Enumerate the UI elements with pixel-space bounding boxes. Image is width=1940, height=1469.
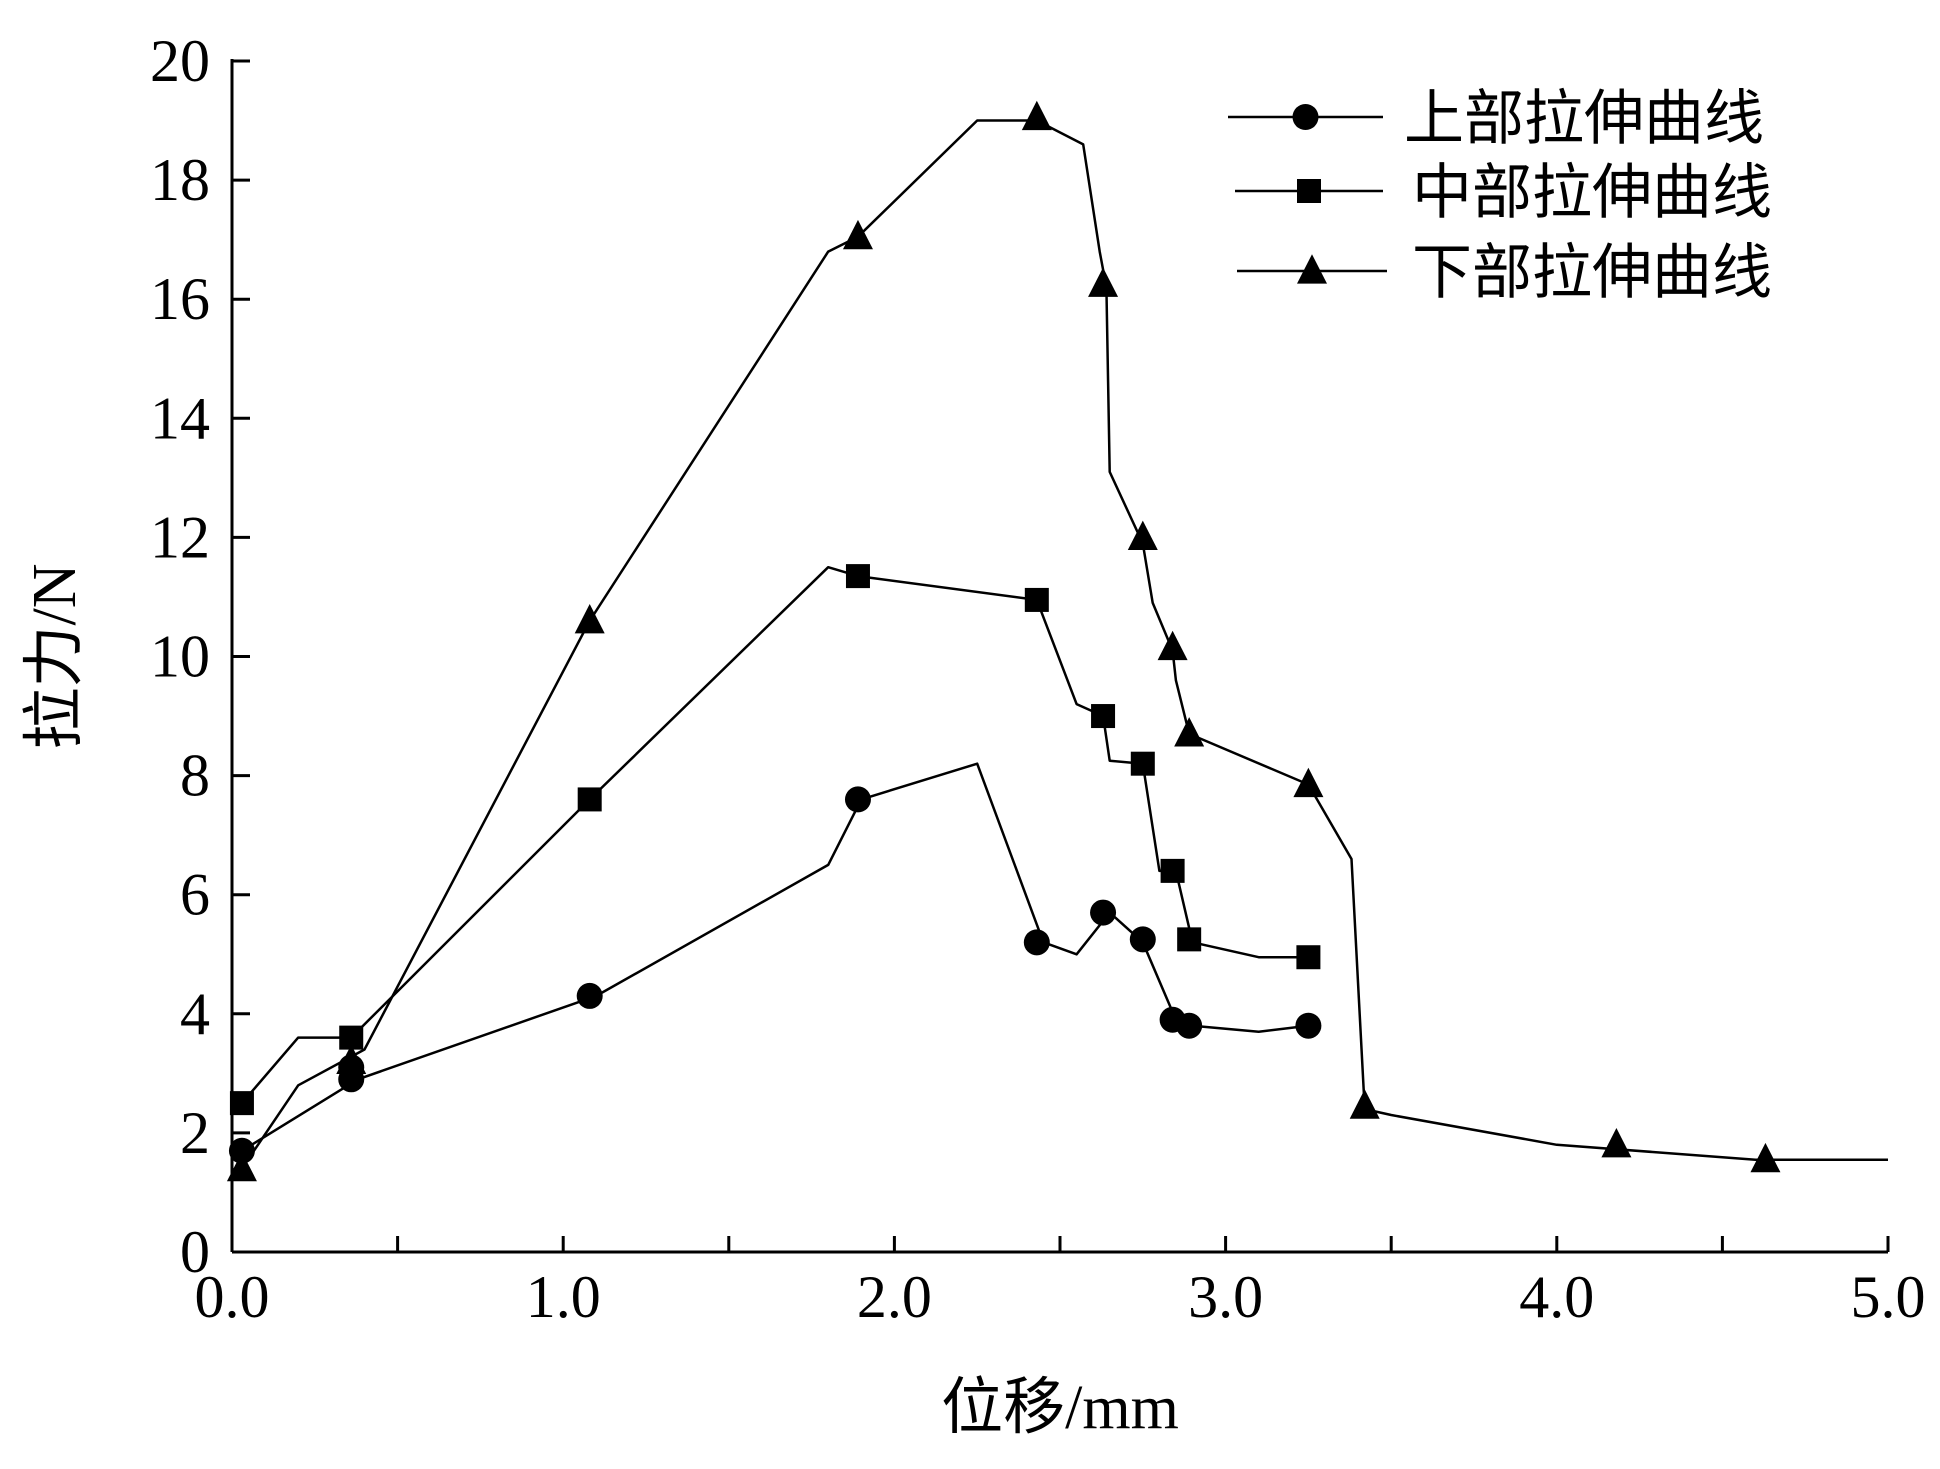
x-axis-title: 位移/mm [941, 1374, 1179, 1442]
data-point-triangle [336, 1044, 367, 1075]
data-point-square [577, 787, 602, 812]
x-tick-label: 1.0 [526, 1264, 601, 1330]
data-point-triangle [1349, 1089, 1380, 1119]
legend-label: 中部拉伸曲线 [1412, 160, 1772, 226]
data-point-square [1130, 751, 1155, 776]
x-tick-label: 3.0 [1188, 1264, 1263, 1330]
x-tick-label: 2.0 [857, 1264, 932, 1330]
data-point-square [1091, 704, 1116, 729]
legend-marker-triangle [1297, 254, 1327, 284]
data-point-square [1160, 858, 1185, 883]
y-tick-label: 14 [150, 385, 210, 451]
series-line-circle [241, 762, 1309, 1152]
data-point-triangle [1127, 520, 1158, 550]
data-point-triangle [1088, 267, 1119, 297]
data-point-circle [1023, 929, 1050, 956]
data-point-square [845, 564, 870, 589]
data-point-circle [844, 786, 871, 813]
data-point-circle [1090, 899, 1117, 926]
y-tick-label: 4 [180, 981, 210, 1047]
data-point-circle [1129, 926, 1156, 953]
data-point-triangle [1293, 767, 1324, 798]
data-point-triangle [842, 219, 873, 250]
y-tick-label: 0 [180, 1219, 210, 1285]
y-tick-label: 16 [150, 266, 210, 332]
series-triangle [226, 100, 1888, 1182]
legend-item-square: 中部拉伸曲线 [1235, 160, 1772, 226]
data-point-triangle [1021, 100, 1052, 131]
axes: 0 2 4 6 8 10 12 14 16 18 20 0.0 1.0 2.0 3.0 4.0 5.0 [150, 28, 1926, 1330]
series-circle [228, 762, 1322, 1164]
y-tick-label: 20 [150, 28, 210, 94]
series-line-square [240, 565, 1309, 1104]
data-point-triangle [226, 1151, 257, 1182]
x-tick-label: 4.0 [1519, 1264, 1594, 1330]
legend-label: 上部拉伸曲线 [1404, 86, 1764, 152]
series-square [229, 564, 1321, 1116]
data-point-square [229, 1091, 254, 1116]
x-tick-label: 5.0 [1851, 1264, 1926, 1330]
y-tick-label: 2 [180, 1100, 210, 1166]
series-layer [226, 100, 1888, 1182]
y-tick-label: 8 [180, 743, 210, 809]
legend-item-circle: 上部拉伸曲线 [1228, 86, 1764, 152]
legend-item-triangle: 下部拉伸曲线 [1237, 240, 1772, 306]
legend-label: 下部拉伸曲线 [1412, 240, 1772, 306]
y-axis-title: 拉力/N [21, 563, 89, 749]
x-tick-label: 0.0 [195, 1264, 270, 1330]
data-point-circle [1176, 1012, 1203, 1039]
data-point-triangle [1601, 1128, 1632, 1158]
data-point-square [1177, 927, 1202, 952]
data-point-circle [1295, 1012, 1322, 1039]
data-point-triangle [1174, 717, 1205, 747]
y-tick-label: 10 [150, 624, 210, 690]
y-tick-label: 6 [180, 862, 210, 928]
data-point-square [1024, 587, 1049, 612]
data-point-triangle [574, 603, 605, 634]
data-point-square [1296, 945, 1321, 970]
legend-marker-square [1297, 179, 1321, 203]
data-point-triangle [1750, 1142, 1781, 1173]
legend-marker-circle [1292, 104, 1319, 130]
data-point-circle [576, 982, 603, 1009]
y-tick-label: 18 [150, 147, 210, 213]
y-tick-label: 12 [150, 504, 210, 570]
data-point-triangle [1157, 630, 1188, 661]
